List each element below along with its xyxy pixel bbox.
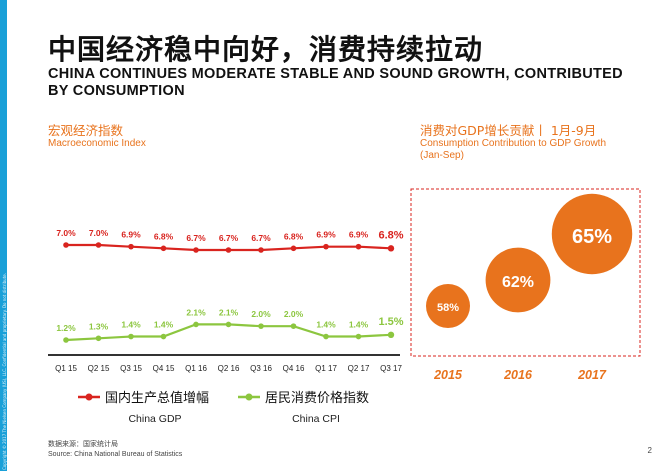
cpi-point [258,323,264,329]
cpi-point [193,321,199,328]
gdp-data-label: 6.8% [154,231,174,241]
cpi-point [160,333,167,340]
x-tick-label: Q2 17 [348,364,370,373]
gdp-point [323,243,329,250]
gdp-point [258,247,264,253]
left-chart-title-en: Macroeconomic Index [48,138,146,149]
cpi-data-label: 1.2% [56,323,76,333]
cpi-point [95,335,102,342]
x-tick-label: Q3 16 [250,364,272,373]
cpi-data-label: 2.1% [186,307,206,317]
gdp-data-label: 6.9% [349,230,369,240]
cpi-point [355,333,362,340]
right-chart-title-cn: 消费对GDP增长贡献丨 1月-9月 [420,123,597,138]
cpi-point [323,333,329,340]
gdp-data-label: 6.7% [219,233,239,243]
source-en: Source: China National Bureau of Statist… [48,451,183,458]
cpi-data-label: 2.1% [219,307,239,317]
x-tick-label: Q4 16 [283,364,305,373]
gdp-point [290,245,297,252]
gdp-data-label: 6.7% [186,233,206,243]
gdp-point [387,245,395,252]
cpi-data-label: 1.3% [89,321,109,331]
gdp-point [193,247,199,253]
sidebar-strip [0,0,7,471]
bubble-year-label: 2017 [577,368,607,382]
x-tick-label: Q4 15 [153,364,175,373]
bubble-year-label: 2015 [433,368,463,382]
x-tick-label: Q2 15 [88,364,110,373]
x-tick-label: Q2 16 [218,364,240,373]
cpi-data-label: 1.4% [121,320,141,330]
legend-cpi-label-en: China CPI [292,413,340,425]
gdp-data-label: 6.9% [121,230,141,240]
bubble-value-label: 58% [437,302,459,314]
gdp-point [160,245,167,252]
cpi-data-label: 2.0% [251,309,271,319]
page-title-cn: 中国经济稳中向好，消费持续拉动 [48,33,484,66]
x-tick-label: Q1 15 [55,364,77,373]
legend-cpi-marker [245,393,253,401]
gdp-point [95,242,102,248]
legend-gdp-label-cn: 国内生产总值增幅 [105,390,209,406]
cpi-point [290,323,297,329]
source-note: 数据来源：国家统计局 Source: China National Bureau… [48,440,182,460]
legend-gdp-marker [85,393,93,401]
x-tick-label: Q3 17 [380,364,402,373]
right-chart-title-en-line1: Consumption Contribution to GDP Growth [420,138,607,149]
cpi-point [387,331,395,339]
cpi-point [63,337,69,343]
cpi-data-label: 2.0% [284,309,304,319]
cpi-point [225,321,232,328]
legend-cpi-label-cn: 居民消费价格指数 [265,390,369,406]
cpi-data-label: 1.4% [154,320,174,330]
gdp-data-label: 6.9% [316,230,336,240]
bubble-year-label: 2016 [503,368,533,382]
cpi-data-label: 1.4% [316,320,336,330]
x-tick-label: Q1 17 [315,364,337,373]
bubble-2016 [485,247,551,313]
gdp-data-label: 6.7% [251,233,271,243]
legend-gdp-label-en: China GDP [128,413,181,425]
right-chart-title-en-line2: (Jan-Sep) [420,150,464,161]
x-tick-label: Q3 15 [120,364,142,373]
bubble-2017 [551,193,633,275]
gdp-data-label: 6.8% [378,229,403,241]
cpi-data-label: 1.5% [378,316,403,328]
gdp-point [63,242,69,248]
page-number: 2 [647,446,652,455]
x-tick-label: Q1 16 [185,364,207,373]
bubble-value-label: 62% [502,274,534,291]
gdp-point [128,243,134,250]
page-title-en: CHINA CONTINUES MODERATE STABLE AND SOUN… [48,66,623,99]
bubble-2015 [426,284,470,328]
gdp-point [225,247,232,253]
left-chart-title-cn: 宏观经济指数 [48,123,124,138]
source-cn: 数据来源：国家统计局 [48,441,118,448]
gdp-data-label: 7.0% [89,228,109,238]
cpi-point [128,333,134,340]
gdp-data-label: 6.8% [284,231,304,241]
gdp-point [355,243,362,250]
bubble-chart-frame [410,188,641,357]
cpi-data-label: 1.4% [349,320,369,330]
bubble-value-label: 65% [572,226,612,248]
gdp-data-label: 7.0% [56,228,76,238]
